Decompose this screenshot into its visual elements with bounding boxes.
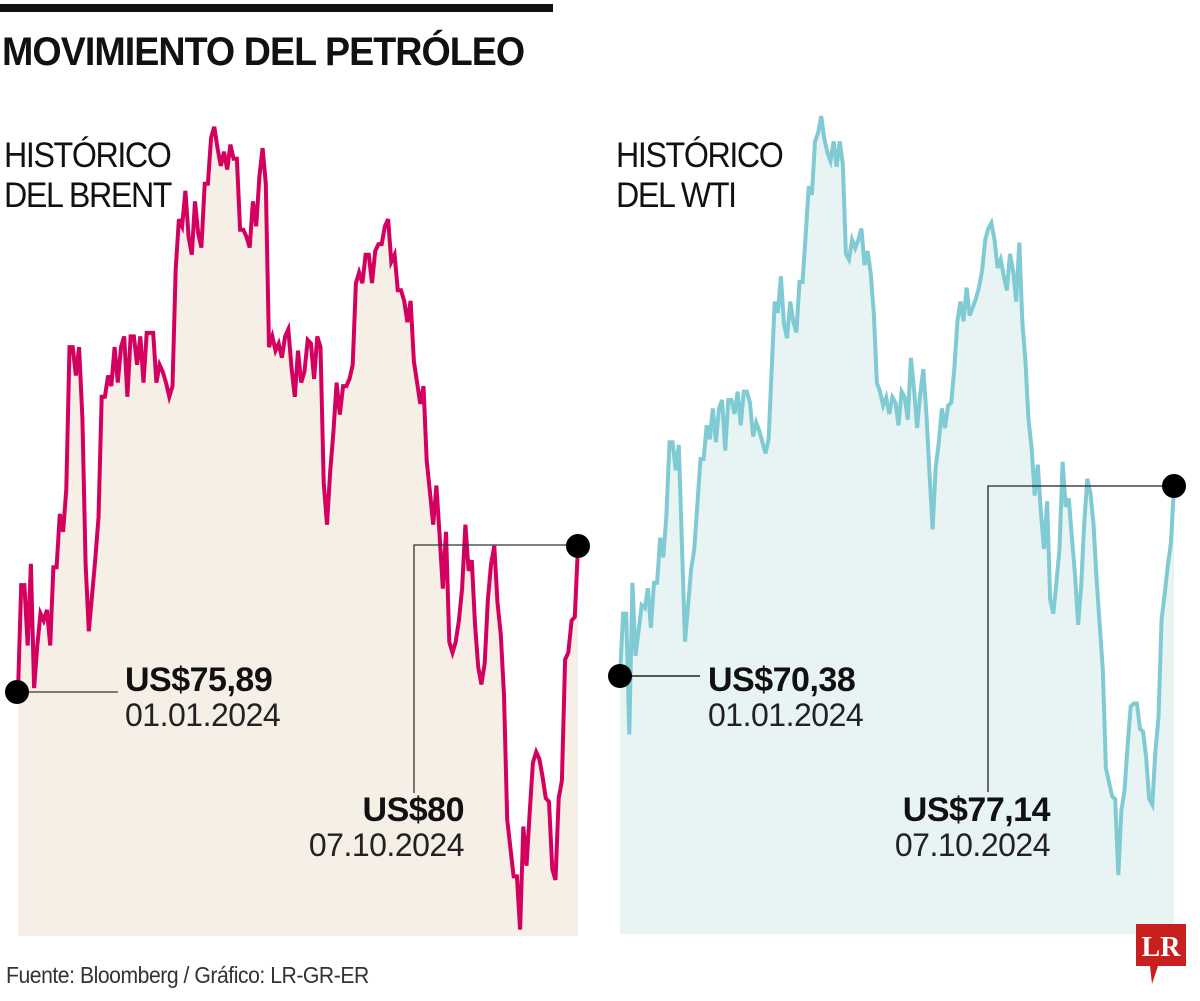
wti-start-callout: US$70,38 01.01.2024 bbox=[708, 661, 864, 733]
brent-start-value: US$75,89 bbox=[125, 661, 273, 699]
wti-start-date: 01.01.2024 bbox=[708, 697, 864, 733]
page-title: MOVIMIENTO DEL PETRÓLEO bbox=[2, 30, 525, 74]
wti-end-date: 07.10.2024 bbox=[894, 827, 1051, 863]
wti-end-leader bbox=[987, 485, 1174, 792]
wti-end-callout: US$77,14 07.10.2024 bbox=[840, 791, 1051, 863]
wti-line bbox=[618, 115, 1176, 876]
wti-start-marker bbox=[608, 664, 632, 688]
brent-series-label: HISTÓRICO DEL BRENT bbox=[4, 136, 172, 215]
brent-chart bbox=[5, 126, 590, 937]
top-rule bbox=[0, 4, 553, 12]
wti-end-value: US$77,14 bbox=[902, 791, 1051, 829]
brent-end-date: 07.10.2024 bbox=[308, 827, 465, 863]
svg-text:LR: LR bbox=[1142, 932, 1182, 963]
wti-start-value: US$70,38 bbox=[708, 661, 856, 699]
brent-end-marker bbox=[566, 534, 590, 558]
brent-start-date: 01.01.2024 bbox=[125, 697, 281, 733]
source-credit: Fuente: Bloomberg / Gráfico: LR-GR-ER bbox=[6, 962, 369, 988]
brent-line bbox=[16, 126, 580, 930]
brent-start-marker bbox=[5, 680, 29, 704]
brent-area-fill bbox=[18, 126, 578, 937]
wti-series-label: HISTÓRICO DEL WTI bbox=[616, 136, 784, 215]
brent-end-value: US$80 bbox=[362, 791, 465, 829]
brent-start-callout: US$75,89 01.01.2024 bbox=[125, 661, 281, 733]
wti-area-fill bbox=[620, 116, 1174, 935]
lr-logo-icon: LR bbox=[1136, 924, 1186, 984]
brent-end-callout: US$80 07.10.2024 bbox=[260, 791, 465, 863]
brent-end-leader bbox=[413, 544, 578, 793]
wti-end-marker bbox=[1162, 474, 1186, 498]
wti-chart bbox=[608, 115, 1186, 935]
